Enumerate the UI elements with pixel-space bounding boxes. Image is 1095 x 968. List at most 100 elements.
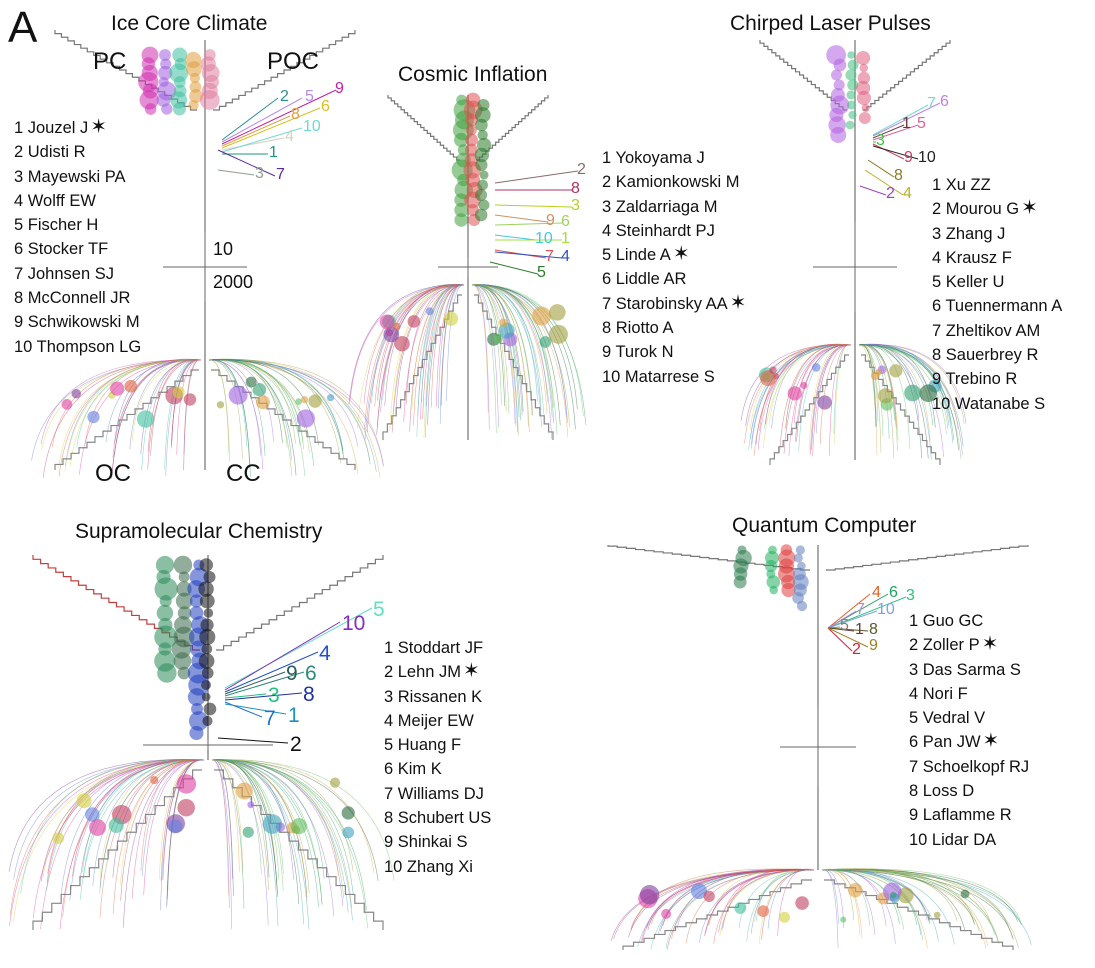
citation-arc	[208, 359, 359, 447]
author-blob	[87, 410, 100, 424]
author-blob	[189, 725, 204, 741]
citation-arc	[208, 359, 293, 476]
citation-arc	[13, 759, 205, 922]
citation-arc	[208, 358, 344, 451]
callout-number: 8	[571, 180, 580, 197]
author-blob	[407, 315, 421, 328]
citation-arc	[819, 344, 852, 444]
author-entry: 5 Keller U	[932, 270, 1062, 294]
author-blob	[341, 806, 355, 820]
author-blob	[202, 715, 213, 727]
ice-quadrant-cc: CC	[226, 460, 261, 487]
author-name: 9 Schwikowski M	[14, 313, 140, 332]
citation-arc	[79, 759, 205, 900]
citation-arc	[821, 869, 999, 943]
author-name: 5 Linde A	[602, 246, 671, 265]
author-entry: 7 Starobinsky AA ✶	[602, 292, 746, 316]
callout-number: 5	[537, 264, 546, 281]
callout-number: 10	[877, 601, 895, 618]
author-blob	[392, 322, 401, 331]
author-blob	[159, 594, 172, 608]
callout-leader	[221, 127, 303, 153]
author-blob	[795, 896, 809, 910]
author-blob	[201, 643, 213, 655]
callout-number: 2	[290, 733, 302, 756]
author-blob	[857, 71, 871, 85]
citation-arc	[821, 869, 987, 949]
author-blob	[479, 170, 489, 180]
callout-leader	[859, 185, 887, 196]
citation-arc	[132, 759, 205, 899]
staircase-bottom-left	[769, 354, 849, 465]
citation-arc	[176, 359, 202, 455]
citation-arc	[858, 344, 932, 460]
author-name: 2 Mourou G	[932, 200, 1020, 219]
author-blob	[110, 381, 125, 396]
callout-number: 4	[319, 642, 331, 665]
staircase-right	[213, 30, 356, 111]
citation-arc	[392, 284, 465, 421]
author-entry: 9 Schwikowski M	[14, 310, 141, 334]
author-entry: 6 Kim K	[384, 757, 491, 781]
quantum-title: Quantum Computer	[732, 514, 917, 537]
callout-leader	[224, 671, 286, 695]
staircase-left	[387, 95, 460, 161]
author-blob	[245, 376, 257, 388]
author-blob	[859, 63, 869, 73]
author-name: 1 Xu ZZ	[932, 176, 991, 194]
citation-arc	[821, 869, 839, 948]
author-blob	[176, 581, 192, 597]
author-blob	[172, 386, 185, 399]
author-entry: 8 Schubert US	[384, 806, 491, 830]
author-name: 1 Guo GC	[909, 612, 984, 630]
author-blob	[474, 208, 488, 222]
author-blob	[532, 306, 552, 326]
author-blob	[874, 368, 882, 376]
callout-leader	[224, 607, 373, 689]
citation-arc	[211, 759, 352, 908]
author-blob	[188, 711, 209, 731]
citation-arc	[858, 344, 963, 455]
author-blob	[201, 667, 214, 679]
callout-leader	[872, 124, 919, 141]
citation-arc	[471, 284, 552, 440]
author-entry: 2 Lehn JM ✶	[384, 660, 491, 684]
author-entry: 3 Zaldarriaga M	[602, 195, 746, 219]
author-blob	[465, 133, 478, 147]
author-blob	[703, 890, 715, 903]
author-name: 10 Thompson LG	[14, 337, 142, 356]
author-entry: 1 Jouzel J ✶	[14, 116, 141, 140]
citation-arc	[374, 284, 465, 407]
author-name: 10 Watanabe S	[932, 394, 1046, 413]
callout-number: 5	[305, 88, 314, 105]
author-blob	[296, 409, 315, 428]
author-blob	[539, 336, 552, 348]
staircase-bottom-left	[32, 769, 202, 930]
callout-leader	[827, 610, 857, 629]
citation-arc	[150, 359, 202, 456]
author-name: 9 Trebino R	[932, 370, 1018, 389]
author-name: 10 Lidar DA	[909, 830, 997, 849]
author-blob	[108, 817, 124, 834]
callout-number: 6	[889, 584, 898, 601]
author-blob	[157, 663, 177, 683]
citation-arc	[438, 284, 465, 409]
author-blob	[800, 381, 808, 390]
citation-arc	[208, 359, 243, 460]
author-blob	[203, 608, 214, 618]
author-blob	[216, 401, 225, 409]
author-blob	[933, 911, 941, 919]
author-blob	[159, 49, 171, 61]
author-blob	[158, 65, 173, 81]
author-blob	[199, 558, 214, 572]
author-blob	[255, 395, 270, 410]
citation-arc	[446, 284, 465, 401]
callout-number: 5	[840, 617, 849, 634]
callout-number: 8	[894, 167, 903, 184]
callout-leader	[872, 124, 905, 139]
author-blob	[889, 364, 903, 378]
callout-leader	[224, 651, 319, 693]
author-blob	[897, 887, 914, 904]
citation-arc	[821, 869, 896, 944]
callout-leader	[217, 169, 255, 176]
